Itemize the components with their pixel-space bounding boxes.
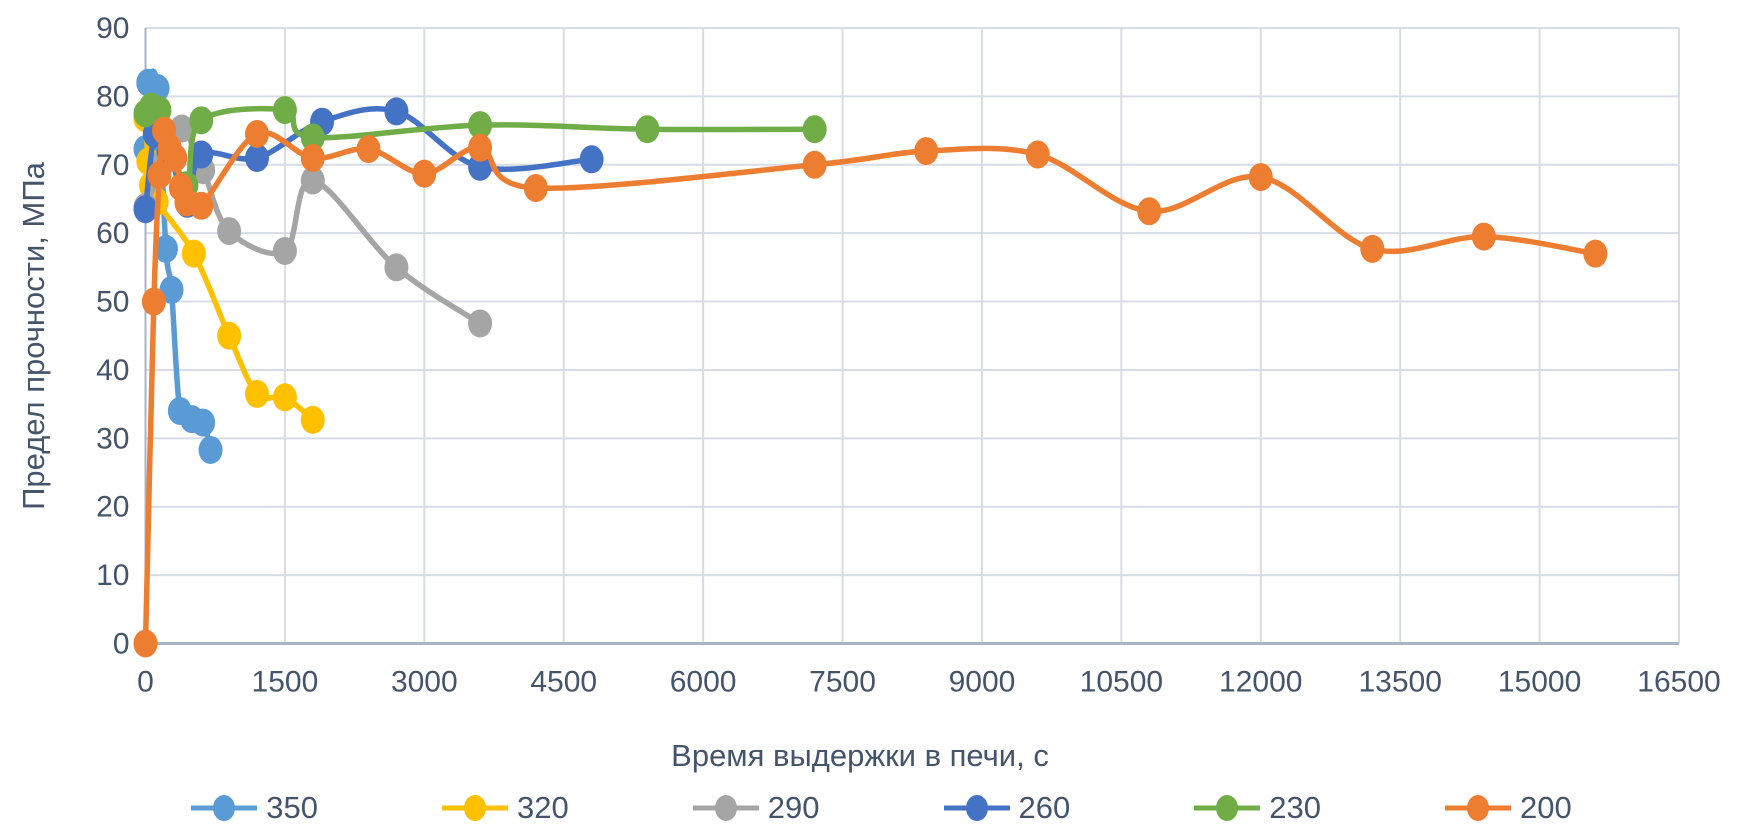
series-230-point-8 xyxy=(635,115,660,144)
legend-marker-200 xyxy=(1444,795,1511,821)
series-260-point-9 xyxy=(579,145,604,174)
legend-item-200: 200 xyxy=(1443,790,1572,826)
y-tick-label-50: 50 xyxy=(96,286,129,319)
series-200-point-16 xyxy=(914,137,939,166)
series-290-point-8 xyxy=(468,309,493,338)
x-tick-label-4500: 4500 xyxy=(530,666,597,699)
y-tick-label-90: 90 xyxy=(96,12,129,45)
x-tick-label-12000: 12000 xyxy=(1219,666,1302,699)
series-350-point-4 xyxy=(159,275,184,304)
series-350-point-7 xyxy=(191,408,216,437)
series-320-point-8 xyxy=(300,405,325,434)
legend-marker-290 xyxy=(692,795,759,821)
series-230-point-7 xyxy=(468,111,493,140)
series-200-point-14 xyxy=(523,174,548,203)
legend-item-320: 320 xyxy=(440,790,569,826)
x-tick-label-13500: 13500 xyxy=(1358,666,1441,699)
series-200-point-22 xyxy=(1583,239,1608,268)
y-tick-label-0: 0 xyxy=(113,628,130,661)
x-tick-label-9000: 9000 xyxy=(949,666,1016,699)
series-260-point-8 xyxy=(468,152,493,181)
series-260-point-4 xyxy=(189,140,214,169)
series-290-point-5 xyxy=(272,236,297,265)
series-350-point-8 xyxy=(198,435,223,464)
series-320-point-4 xyxy=(181,239,206,268)
legend-label-200: 200 xyxy=(1519,790,1572,825)
series-200-point-21 xyxy=(1471,222,1496,251)
legend-label-290: 290 xyxy=(767,790,820,825)
series-200-point-5 xyxy=(163,143,188,172)
y-tick-label-70: 70 xyxy=(96,149,129,182)
series-290-point-6 xyxy=(300,166,325,195)
legend-item-290: 290 xyxy=(691,790,820,826)
x-tick-label-1500: 1500 xyxy=(252,666,319,699)
series-200-point-20 xyxy=(1360,234,1385,263)
legend-item-350: 350 xyxy=(189,790,318,826)
series-260-point-0 xyxy=(133,195,158,224)
x-tick-label-10500: 10500 xyxy=(1080,666,1163,699)
series-200-point-19 xyxy=(1248,163,1273,192)
series-290-point-4 xyxy=(217,217,242,246)
series-200-point-13 xyxy=(468,133,493,162)
series-320-point-6 xyxy=(245,379,270,408)
series-200-point-11 xyxy=(356,135,381,164)
legend-marker-230 xyxy=(1194,795,1261,821)
legend-label-320: 320 xyxy=(517,790,569,825)
legend-item-260: 260 xyxy=(942,790,1071,826)
series-350-point-3 xyxy=(153,234,178,263)
series-290-point-2 xyxy=(169,114,194,143)
series-230-point-6 xyxy=(300,123,325,152)
x-tick-label-15000: 15000 xyxy=(1498,666,1581,699)
series-260-point-5 xyxy=(245,143,270,172)
legend-item-230: 230 xyxy=(1192,790,1321,826)
series-230-point-9 xyxy=(802,115,827,144)
x-tick-label-16500: 16500 xyxy=(1637,666,1720,699)
series-200-point-15 xyxy=(802,150,827,179)
y-tick-label-30: 30 xyxy=(96,422,129,455)
x-tick-label-6000: 6000 xyxy=(670,666,737,699)
y-tick-label-60: 60 xyxy=(96,217,129,250)
series-200-point-2 xyxy=(147,161,172,190)
series-200-point-12 xyxy=(412,159,437,188)
y-tick-label-40: 40 xyxy=(96,354,129,387)
series-230-point-5 xyxy=(272,96,297,125)
legend-marker-260 xyxy=(943,795,1010,821)
x-tick-label-7500: 7500 xyxy=(809,666,876,699)
series-320-point-5 xyxy=(217,321,242,350)
series-200-point-17 xyxy=(1025,140,1050,169)
x-tick-label-3000: 3000 xyxy=(391,666,458,699)
series-230-point-4 xyxy=(189,106,214,135)
x-tick-label-0: 0 xyxy=(137,666,154,699)
series-200-point-8 xyxy=(189,191,214,220)
series-320-point-7 xyxy=(272,383,297,412)
y-axis-title: Предел прочности, МПа xyxy=(16,162,51,510)
series-200-point-10 xyxy=(300,143,325,172)
series-200-point-1 xyxy=(141,287,166,316)
y-tick-label-80: 80 xyxy=(96,80,129,113)
legend-marker-350 xyxy=(191,795,258,821)
legend-label-260: 260 xyxy=(1018,790,1071,825)
x-axis-title: Время выдержки в печи, с xyxy=(671,738,1049,773)
y-tick-label-20: 20 xyxy=(96,491,129,524)
chart-legend: 350 320 290 260 230 200 xyxy=(0,786,1761,830)
legend-label-230: 230 xyxy=(1269,790,1321,825)
series-200-point-9 xyxy=(245,120,270,149)
y-tick-label-10: 10 xyxy=(96,559,129,592)
series-200-point-18 xyxy=(1137,197,1162,226)
series-260-point-7 xyxy=(384,97,409,126)
series-line-200 xyxy=(142,127,1599,647)
legend-marker-320 xyxy=(442,795,509,821)
series-290-point-7 xyxy=(384,253,409,282)
legend-label-350: 350 xyxy=(266,790,319,825)
series-200-point-0 xyxy=(133,629,158,658)
